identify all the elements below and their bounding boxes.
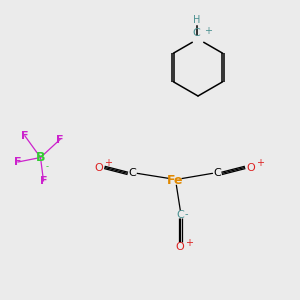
Text: +: + <box>104 158 112 169</box>
Text: F: F <box>40 176 47 186</box>
Text: C: C <box>176 209 184 220</box>
Text: F: F <box>14 157 22 167</box>
Text: +: + <box>204 26 212 36</box>
Text: C: C <box>193 28 200 38</box>
Text: C: C <box>128 168 136 178</box>
Text: H: H <box>193 15 200 25</box>
Text: C: C <box>214 168 221 178</box>
Text: -: - <box>209 168 213 178</box>
Text: F: F <box>21 131 29 141</box>
Text: -: - <box>185 209 188 219</box>
Text: O: O <box>176 242 184 253</box>
Text: +: + <box>185 238 194 248</box>
Text: -: - <box>46 162 49 171</box>
Text: O: O <box>94 163 103 173</box>
Text: B: B <box>36 151 45 164</box>
Text: +: + <box>256 158 264 169</box>
Text: O: O <box>246 163 255 173</box>
Text: F: F <box>56 134 64 145</box>
Text: -: - <box>137 168 140 178</box>
Text: Fe: Fe <box>167 173 184 187</box>
